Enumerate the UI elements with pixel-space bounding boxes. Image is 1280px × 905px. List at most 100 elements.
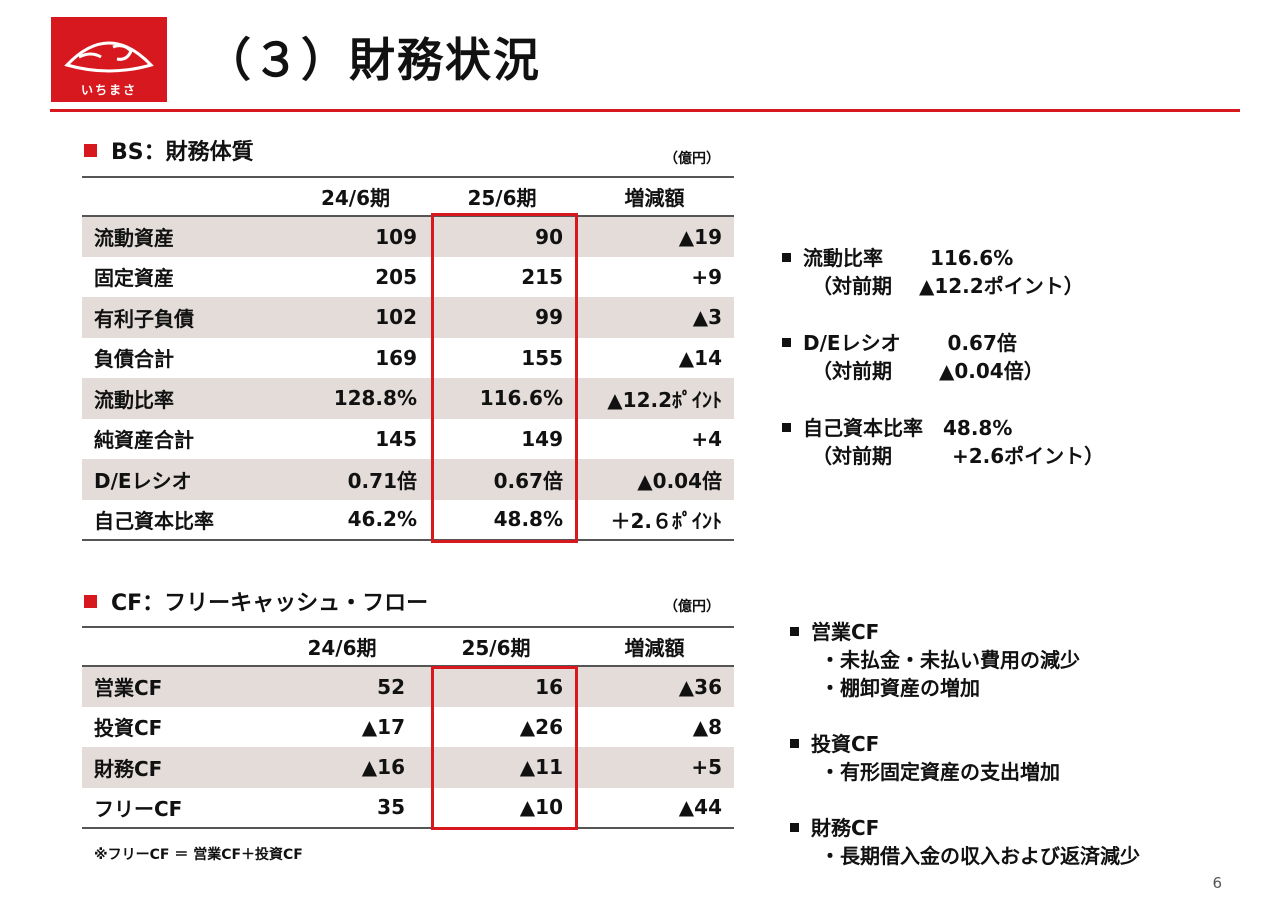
table-row: 流動比率 128.8% 116.6% ▲12.2ﾎﾟｲﾝﾄ: [82, 378, 734, 419]
note-item: ・長期借入金の収入および返済減少: [820, 844, 1140, 868]
cf-header-col1: 24/6期: [307, 636, 377, 660]
cell-24-6: 128.8%: [333, 386, 417, 411]
cell-diff: ▲8: [692, 714, 722, 739]
cell-24-6: ▲17: [361, 714, 405, 739]
bs-header-label: [82, 177, 282, 216]
note-item: ・棚卸資産の増加: [820, 676, 980, 700]
row-label: 固定資産: [94, 266, 174, 291]
cell-diff: ＋2.６ﾎﾟｲﾝﾄ: [610, 508, 722, 533]
table-row: 有利子負債 102 99 ▲3: [82, 297, 734, 338]
red-square-bullet-icon: [84, 595, 97, 608]
table-row: 財務CF ▲16 ▲11 +5: [82, 747, 734, 788]
row-label: フリーCF: [94, 796, 183, 821]
cell-25-6: 0.67倍: [493, 468, 563, 493]
square-bullet-icon: [782, 423, 791, 432]
cell-diff: ▲0.04倍: [637, 468, 722, 493]
note-head: 営業CF: [811, 620, 880, 644]
page-title: （３）財務状況: [205, 33, 541, 87]
table-row: 固定資産 205 215 +9: [82, 257, 734, 298]
note-line: 流動比率 116.6%: [803, 246, 1014, 270]
row-label: 負債合計: [94, 347, 174, 372]
cell-diff: +4: [691, 426, 722, 451]
cf-table: 24/6期 25/6期 増減額 営業CF 52 16 ▲36 投資CF ▲17 …: [82, 626, 734, 829]
row-label: D/Eレシオ: [94, 468, 192, 493]
table-row: 営業CF 52 16 ▲36: [82, 666, 734, 707]
cf-unit-label: （億円）: [664, 599, 720, 615]
bs-table: 24/6期 25/6期 増減額 流動資産 109 90 ▲19 固定資産 205…: [82, 176, 734, 541]
cell-24-6: 0.71倍: [347, 468, 417, 493]
cell-24-6: 102: [375, 305, 417, 330]
cell-25-6: 90: [535, 224, 563, 249]
cell-24-6: 52: [377, 674, 405, 699]
cell-25-6: 48.8%: [493, 507, 563, 532]
bs-header-row: 24/6期 25/6期 増減額: [82, 177, 734, 216]
bs-heading-text: BS：財務体質: [111, 140, 254, 165]
row-label: 財務CF: [94, 756, 163, 781]
note-item: ・有形固定資産の支出増加: [820, 760, 1060, 784]
table-row: 流動資産 109 90 ▲19: [82, 216, 734, 257]
cell-diff: ▲14: [678, 345, 722, 370]
cell-24-6: 46.2%: [347, 507, 417, 532]
square-bullet-icon: [782, 338, 791, 347]
cell-25-6: 215: [521, 264, 563, 289]
table-row: 負債合計 169 155 ▲14: [82, 338, 734, 379]
note-item: ・未払金・未払い費用の減少: [820, 648, 1080, 672]
cell-diff: +9: [691, 264, 722, 289]
table-row: D/Eレシオ 0.71倍 0.67倍 ▲0.04倍: [82, 459, 734, 500]
cf-header-col3: 増減額: [624, 636, 685, 660]
cf-section-heading: CF：フリーキャッシュ・フロー: [84, 585, 428, 617]
cell-25-6: ▲11: [519, 755, 563, 780]
row-label: 投資CF: [94, 716, 163, 741]
cf-note-investing: 投資CF ・有形固定資産の支出増加: [790, 730, 1060, 786]
note-subline: （対前期 ▲12.2ポイント）: [812, 274, 1084, 298]
red-square-bullet-icon: [84, 144, 97, 157]
bs-header-col1: 24/6期: [320, 186, 391, 210]
table-row: 純資産合計 145 149 +4: [82, 419, 734, 460]
cell-24-6: 109: [375, 224, 417, 249]
row-label: 有利子負債: [94, 306, 194, 331]
note-head: 財務CF: [811, 816, 880, 840]
note-subline: （対前期 +2.6ポイント）: [812, 444, 1105, 468]
bs-section-heading: BS：財務体質: [84, 134, 254, 166]
cell-diff: +5: [691, 755, 722, 780]
bs-unit-label: （億円）: [664, 151, 720, 167]
logo-text: いちまさ: [80, 83, 137, 97]
cell-25-6: 99: [535, 305, 563, 330]
cell-diff: ▲3: [692, 305, 722, 330]
cf-header-row: 24/6期 25/6期 増減額: [82, 627, 734, 666]
row-label: 流動資産: [94, 226, 174, 251]
cell-24-6: 145: [375, 426, 417, 451]
table-row: 投資CF ▲17 ▲26 ▲8: [82, 707, 734, 748]
cell-24-6: 205: [375, 264, 417, 289]
bs-note-equity-ratio: 自己資本比率 48.8% （対前期 +2.6ポイント）: [782, 414, 1104, 470]
row-label: 自己資本比率: [94, 508, 214, 533]
bs-note-de-ratio: D/Eレシオ 0.67倍 （対前期 ▲0.04倍）: [782, 329, 1044, 385]
square-bullet-icon: [790, 627, 799, 636]
cell-diff: ▲19: [678, 224, 722, 249]
note-subline: （対前期 ▲0.04倍）: [812, 359, 1044, 383]
cell-24-6: 169: [375, 345, 417, 370]
cell-25-6: 149: [521, 426, 563, 451]
cf-header-col2: 25/6期: [461, 636, 531, 660]
bs-note-current-ratio: 流動比率 116.6% （対前期 ▲12.2ポイント）: [782, 244, 1084, 300]
cell-25-6: 116.6%: [479, 386, 563, 411]
row-label: 純資産合計: [94, 428, 194, 453]
note-line: 自己資本比率 48.8%: [803, 416, 1013, 440]
cell-25-6: ▲10: [519, 795, 563, 820]
cell-25-6: 16: [535, 674, 563, 699]
cell-24-6: ▲16: [361, 755, 405, 780]
row-label: 流動比率: [94, 387, 174, 412]
cell-24-6: 35: [377, 795, 405, 820]
free-cf-footnote: ※フリーCF ＝ 営業CF＋投資CF: [94, 847, 303, 863]
bs-header-col2: 25/6期: [467, 186, 537, 210]
cell-diff: ▲36: [678, 674, 722, 699]
page-number: 6: [1212, 874, 1222, 892]
note-line: D/Eレシオ 0.67倍: [803, 331, 1017, 355]
title-underline: [50, 109, 1240, 112]
bs-header-col3: 増減額: [624, 186, 685, 210]
cf-note-operating: 営業CF ・未払金・未払い費用の減少 ・棚卸資産の増加: [790, 618, 1080, 702]
cell-diff: ▲44: [678, 795, 722, 820]
company-logo: いちまさ: [51, 17, 167, 102]
note-head: 投資CF: [811, 732, 880, 756]
square-bullet-icon: [790, 823, 799, 832]
